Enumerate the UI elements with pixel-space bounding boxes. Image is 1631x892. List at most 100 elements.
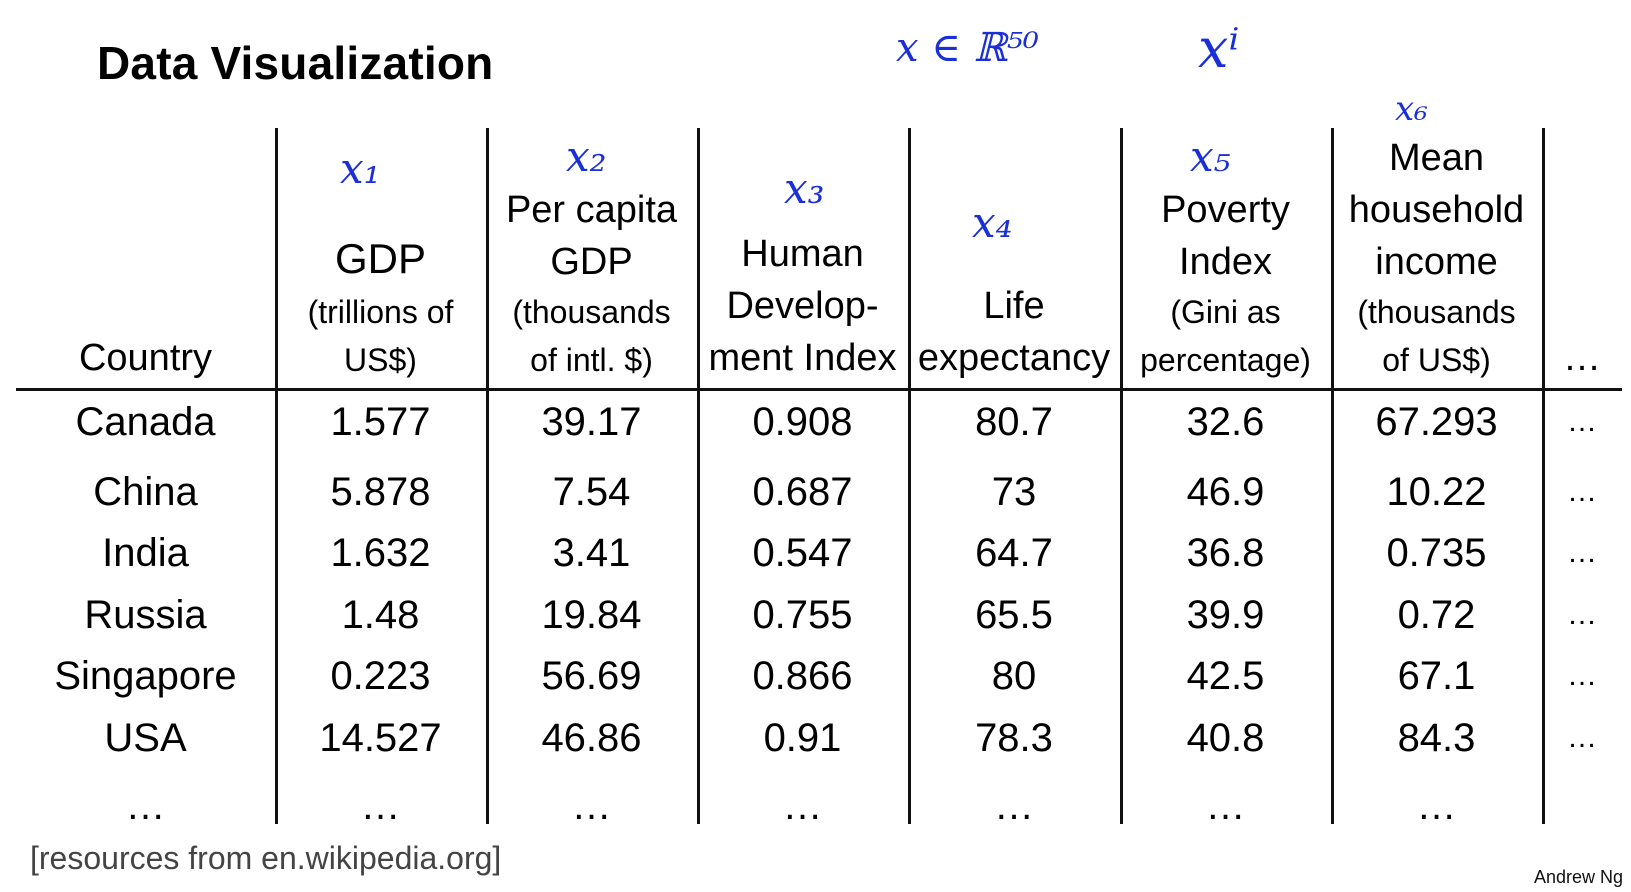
table-cell: 46.86: [541, 716, 642, 760]
column-header-life-expectancy: Life expectancy: [908, 128, 1120, 386]
table-cell: 36.8: [1186, 531, 1265, 575]
table-cell: 84.3: [1397, 716, 1476, 760]
column-divider: [1331, 128, 1334, 824]
table-cell: 80: [991, 654, 1037, 698]
column-header-mean-household-income: Mean household income (thousands of US$): [1331, 128, 1542, 386]
source-note: [resources from en.wikipedia.org]: [30, 840, 502, 876]
column-header-label: household: [1348, 189, 1525, 231]
annotation-feature-x4: x₄: [972, 198, 1013, 247]
column-header-unit: of intl. $): [530, 342, 653, 378]
country-cell: Singapore: [54, 654, 237, 698]
page-title: Data Visualization: [97, 37, 494, 89]
table-cell: 65.5: [975, 593, 1053, 637]
table-cell: …: [1567, 536, 1597, 569]
country-cell: China: [93, 470, 198, 514]
table-cell: …: [1205, 784, 1246, 828]
table-cell: 64.7: [975, 531, 1053, 575]
table-cell: 0.91: [763, 716, 842, 760]
column-header-label: expectancy: [917, 337, 1111, 379]
column-header-label: GDP: [334, 235, 426, 282]
country-cell: Russia: [84, 593, 207, 637]
table-cell: 39.9: [1186, 593, 1265, 637]
table-cell: 0.735: [1386, 531, 1487, 575]
column-header-more: …: [1542, 128, 1622, 386]
table-cell: …: [1567, 475, 1597, 508]
table-cell: …: [360, 784, 401, 828]
table-cell: …: [1567, 598, 1597, 631]
column-header-label: income: [1375, 241, 1498, 283]
table-cell: …: [571, 784, 612, 828]
annotation-feature-x5: x₅: [1190, 132, 1231, 181]
country-cell: Canada: [75, 400, 216, 444]
column-header-label: Mean: [1388, 137, 1485, 179]
table-cell: 39.17: [541, 400, 642, 444]
author-credit: Andrew Ng: [1533, 867, 1623, 887]
column-header-label: Index: [1179, 241, 1272, 283]
column-divider: [908, 128, 911, 824]
table-cell: 1.48: [341, 593, 420, 637]
column-header-label: GDP: [550, 241, 633, 283]
column-divider: [275, 128, 278, 824]
annotation-feature-x1: x₁: [340, 144, 381, 193]
column-header-label: Human: [741, 233, 864, 275]
table-cell: 14.527: [319, 716, 442, 760]
column-header-unit: percentage): [1140, 342, 1311, 378]
column-header-unit: (trillions of: [307, 294, 454, 330]
table-cell: 10.22: [1386, 470, 1487, 514]
table-cell: 67.293: [1375, 400, 1498, 444]
table-cell: 0.687: [752, 470, 853, 514]
annotation-instance: xⁱ: [1198, 17, 1240, 80]
table-cell: …: [1567, 659, 1597, 692]
table-cell: …: [994, 784, 1034, 828]
column-header-country: Country: [16, 128, 275, 386]
table-cell: 5.878: [330, 470, 431, 514]
table-cell: 0.72: [1397, 593, 1476, 637]
column-divider: [486, 128, 489, 824]
table-cell: 3.41: [552, 531, 631, 575]
annotation-feature-x6: x₆: [1395, 89, 1428, 129]
table-cell: 19.84: [541, 593, 642, 637]
column-header-human-develop-ment-index: Human Develop-ment Index: [697, 128, 908, 386]
column-header-per-capita-gdp: Per capita GDP (thousands of intl. $): [486, 128, 697, 386]
column-header-unit: of US$): [1382, 342, 1491, 378]
column-divider: [1120, 128, 1123, 824]
table-cell: 0.755: [752, 593, 853, 637]
table-cell: 46.9: [1186, 470, 1265, 514]
country-cell: India: [102, 531, 189, 575]
table-cell: 1.577: [330, 400, 431, 444]
header-rule: [16, 388, 1622, 391]
column-header-unit: US$): [344, 342, 417, 378]
column-header-label: Poverty: [1161, 189, 1290, 231]
table-cell: 0.223: [330, 654, 431, 698]
column-header-label: Country: [78, 337, 213, 379]
column-divider: [1542, 128, 1545, 824]
table-cell: 7.54: [552, 470, 631, 514]
column-divider: [697, 128, 700, 824]
table-cell: 1.632: [330, 531, 431, 575]
annotation-feature-space: x ∈ ℝ⁵⁰: [896, 25, 1039, 71]
column-header-gdp: GDP (trillions of US$): [275, 128, 486, 386]
column-header-label: Develop-: [726, 285, 879, 327]
table-cell: 40.8: [1186, 716, 1265, 760]
column-header-label: Life: [983, 285, 1045, 327]
table-cell: 78.3: [975, 716, 1053, 760]
table-cell: …: [1567, 405, 1597, 438]
table-cell: 80.7: [975, 400, 1053, 444]
table-cell: …: [1416, 784, 1457, 828]
annotation-feature-x2: x₂: [566, 132, 607, 181]
table-cell: 0.908: [752, 400, 853, 444]
column-header-label: ment Index: [708, 337, 897, 379]
column-header-unit: (Gini as: [1170, 294, 1281, 330]
annotation-feature-x3: x₃: [784, 164, 825, 213]
country-cell: …: [125, 784, 166, 828]
country-cell: USA: [104, 716, 187, 760]
table-cell: 32.6: [1186, 400, 1265, 444]
table-cell: 0.547: [752, 531, 853, 575]
table-cell: 67.1: [1397, 654, 1476, 698]
column-header-poverty-index: Poverty Index (Gini as percentage): [1120, 128, 1331, 386]
table-cell: …: [1567, 721, 1597, 754]
column-header-unit: (thousands: [1357, 294, 1516, 330]
column-header-label: Per capita: [505, 189, 678, 231]
table-cell: 73: [991, 470, 1037, 514]
table-cell: 56.69: [541, 654, 642, 698]
